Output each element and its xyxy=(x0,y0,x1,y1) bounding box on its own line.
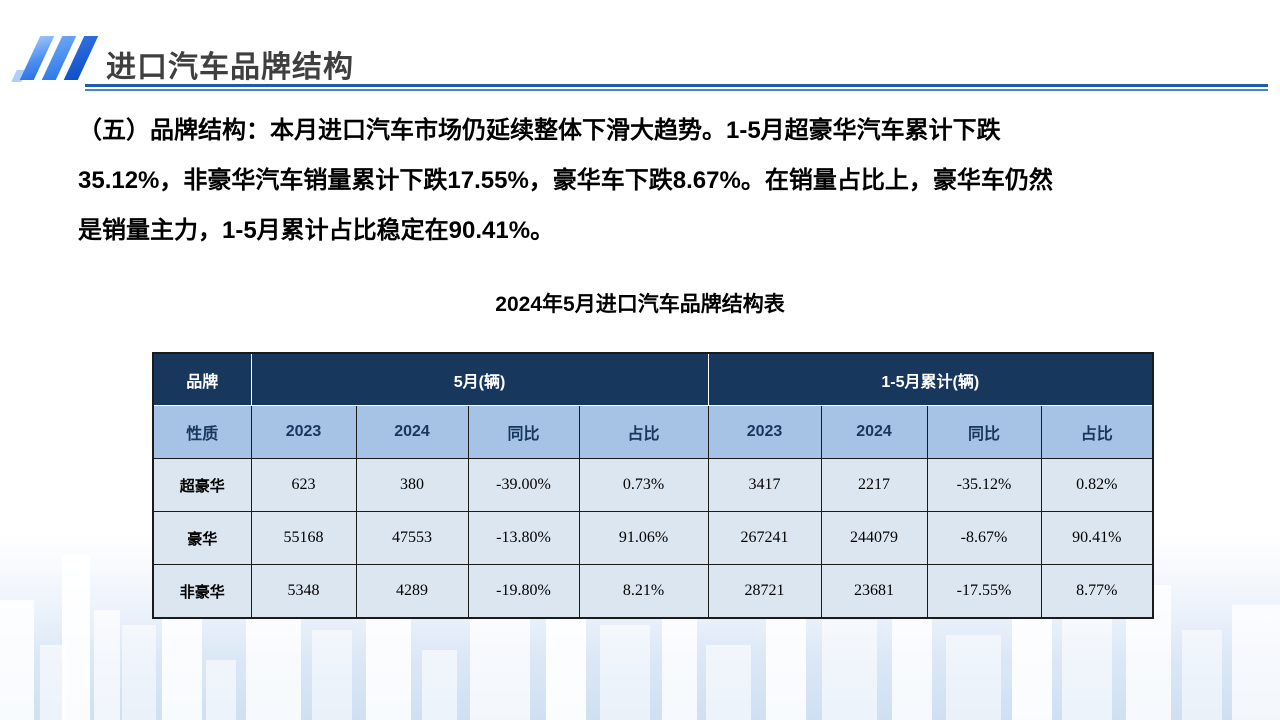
table-group-header-row: 品牌 5月(辆) 1-5月累计(辆) xyxy=(152,352,1154,406)
table-row: 豪华 55168 47553 -13.80% 91.06% 267241 244079 -8.… xyxy=(152,511,1154,565)
skyline-building xyxy=(1182,630,1222,720)
data-cell: 90.41% xyxy=(1040,511,1154,565)
skyline-building xyxy=(40,645,66,720)
row-label-cell: 豪华 xyxy=(152,511,252,565)
skyline-building xyxy=(312,630,352,720)
summary-line: 是销量主力，1-5月累计占比稳定在90.41%。 xyxy=(78,217,555,244)
summary-paragraph: （五）品牌结构：本月进口汽车市场仍延续整体下滑大趋势。1-5月超豪华汽车累计下跌… xyxy=(78,106,1218,256)
triple-slash-icon xyxy=(11,36,99,84)
col-header-attribute: 性质 xyxy=(152,405,252,459)
data-cell: 91.06% xyxy=(578,511,709,565)
skyline-building xyxy=(94,610,120,720)
data-cell: 0.82% xyxy=(1040,458,1154,512)
header-cumulative-group: 1-5月累计(辆) xyxy=(707,352,1154,406)
header-brand: 品牌 xyxy=(152,352,252,406)
data-cell: -39.00% xyxy=(467,458,580,512)
header-may-group: 5月(辆) xyxy=(250,352,709,406)
data-cell: 5348 xyxy=(250,564,357,619)
col-header: 2023 xyxy=(707,405,822,459)
skyline-building xyxy=(706,645,751,720)
skyline-building xyxy=(1232,605,1280,720)
col-header: 同比 xyxy=(926,405,1042,459)
data-cell: 47553 xyxy=(355,511,469,565)
table-title: 2024年5月进口汽车品牌结构表 xyxy=(495,293,785,316)
skyline-building xyxy=(1062,615,1112,720)
data-cell: -19.80% xyxy=(467,564,580,619)
col-header: 2023 xyxy=(250,405,357,459)
data-cell: 267241 xyxy=(707,511,822,565)
skyline-building xyxy=(0,600,34,720)
col-header: 占比 xyxy=(1040,405,1154,459)
data-cell: 623 xyxy=(250,458,357,512)
row-label-cell: 超豪华 xyxy=(152,458,252,512)
col-header: 占比 xyxy=(578,405,709,459)
data-cell: 23681 xyxy=(820,564,928,619)
data-cell: -13.80% xyxy=(467,511,580,565)
page-title: 进口汽车品牌结构 xyxy=(106,51,354,84)
skyline-building xyxy=(62,555,90,720)
col-header: 2024 xyxy=(820,405,928,459)
skyline-building xyxy=(122,625,156,720)
data-cell: 3417 xyxy=(707,458,822,512)
summary-line: 35.12%，非豪华汽车销量累计下跌17.55%，豪华车下跌8.67%。在销量占… xyxy=(78,167,1053,194)
brand-structure-table: 品牌 5月(辆) 1-5月累计(辆) 性质 2023 2024 同比 占比 2023 202… xyxy=(152,352,1155,619)
data-cell: 2217 xyxy=(820,458,928,512)
table-row: 非豪华 5348 4289 -19.80% 8.21% 28721 23681 -17.55%… xyxy=(152,564,1154,619)
skyline-building xyxy=(822,620,877,720)
row-label-cell: 非豪华 xyxy=(152,564,252,619)
data-cell: 380 xyxy=(355,458,469,512)
skyline-building xyxy=(600,625,650,720)
data-cell: 0.73% xyxy=(578,458,709,512)
data-cell: 244079 xyxy=(820,511,928,565)
slide-header: 进口汽车品牌结构 xyxy=(0,0,1280,100)
col-header: 2024 xyxy=(355,405,469,459)
skyline-building xyxy=(946,635,1001,720)
col-header: 同比 xyxy=(467,405,580,459)
data-cell: 55168 xyxy=(250,511,357,565)
table-subheader-row: 性质 2023 2024 同比 占比 2023 2024 同比 占比 xyxy=(152,405,1154,459)
summary-line: （五）品牌结构：本月进口汽车市场仍延续整体下滑大趋势。1-5月超豪华汽车累计下跌 xyxy=(78,117,1001,144)
data-cell: -8.67% xyxy=(926,511,1042,565)
data-cell: -17.55% xyxy=(926,564,1042,619)
table-row: 超豪华 623 380 -39.00% 0.73% 3417 2217 -35.12% 0.82… xyxy=(152,458,1154,512)
title-underline xyxy=(85,84,1268,91)
data-cell: 8.77% xyxy=(1040,564,1154,619)
data-cell: 4289 xyxy=(355,564,469,619)
skyline-building xyxy=(470,610,530,720)
data-cell: 28721 xyxy=(707,564,822,619)
data-cell: -35.12% xyxy=(926,458,1042,512)
skyline-building xyxy=(422,650,457,720)
data-cell: 8.21% xyxy=(578,564,709,619)
skyline-building xyxy=(206,660,236,720)
